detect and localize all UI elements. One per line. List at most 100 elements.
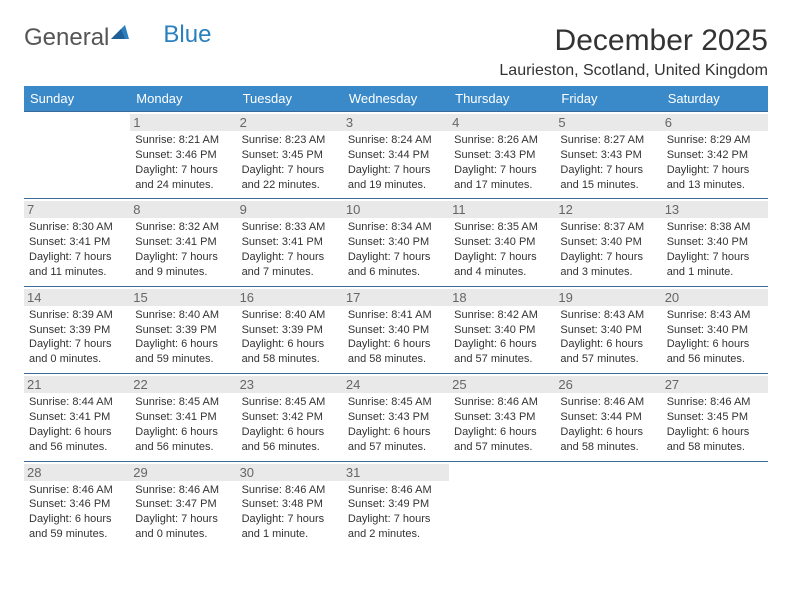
calendar-table: Sunday Monday Tuesday Wednesday Thursday…: [24, 86, 768, 548]
day-info: Sunrise: 8:29 AMSunset: 3:42 PMDaylight:…: [667, 133, 763, 192]
day-number: 8: [130, 201, 236, 218]
calendar-cell: 30 Sunrise: 8:46 AMSunset: 3:48 PMDayligh…: [237, 461, 343, 548]
day-info: Sunrise: 8:43 AMSunset: 3:40 PMDaylight:…: [667, 308, 763, 367]
day-number: 20: [662, 289, 768, 306]
day-number: 14: [24, 289, 130, 306]
location-text: Laurieston, Scotland, United Kingdom: [499, 62, 768, 80]
day-number: 11: [449, 201, 555, 218]
day-info: Sunrise: 8:30 AMSunset: 3:41 PMDaylight:…: [29, 220, 125, 279]
calendar-cell: ..: [662, 461, 768, 548]
page-title: December 2025: [499, 24, 768, 58]
day-number: 25: [449, 376, 555, 393]
calendar-cell: 13 Sunrise: 8:38 AMSunset: 3:40 PMDayligh…: [662, 199, 768, 286]
calendar-row: 28Sunrise: 8:46 AMSunset: 3:46 PMDayligh…: [24, 461, 768, 548]
day-number: 7: [24, 201, 130, 218]
day-header: Thursday: [449, 86, 555, 112]
day-info: Sunrise: 8:37 AMSunset: 3:40 PMDaylight:…: [560, 220, 656, 279]
day-number: 17: [343, 289, 449, 306]
calendar-cell: 3 Sunrise: 8:24 AMSunset: 3:44 PMDaylight…: [343, 112, 449, 199]
day-number: 30: [237, 464, 343, 481]
day-header: Tuesday: [237, 86, 343, 112]
calendar-cell: 5 Sunrise: 8:27 AMSunset: 3:43 PMDaylight…: [555, 112, 661, 199]
page-header: General Blue December 2025 Laurieston, S…: [24, 24, 768, 80]
day-number: 29: [130, 464, 236, 481]
day-info: Sunrise: 8:35 AMSunset: 3:40 PMDaylight:…: [454, 220, 550, 279]
day-number: 10: [343, 201, 449, 218]
day-number: 16: [237, 289, 343, 306]
calendar-cell: 4 Sunrise: 8:26 AMSunset: 3:43 PMDaylight…: [449, 112, 555, 199]
calendar-cell: 7 Sunrise: 8:30 AMSunset: 3:41 PMDaylight…: [24, 199, 130, 286]
day-number: 9: [237, 201, 343, 218]
calendar-row: 7 Sunrise: 8:30 AMSunset: 3:41 PMDaylight…: [24, 199, 768, 286]
calendar-cell: 22Sunrise: 8:45 AMSunset: 3:41 PMDayligh…: [130, 374, 236, 461]
day-header: Monday: [130, 86, 236, 112]
day-info: Sunrise: 8:46 AMSunset: 3:45 PMDaylight:…: [667, 395, 763, 454]
day-number: 26: [555, 376, 661, 393]
day-number: 18: [449, 289, 555, 306]
logo-word2: Blue: [163, 21, 211, 49]
calendar-cell: 28Sunrise: 8:46 AMSunset: 3:46 PMDayligh…: [24, 461, 130, 548]
day-info: Sunrise: 8:44 AMSunset: 3:41 PMDaylight:…: [29, 395, 125, 454]
day-info: Sunrise: 8:46 AMSunset: 3:49 PMDaylight:…: [348, 483, 444, 542]
calendar-cell: 24 Sunrise: 8:45 AMSunset: 3:43 PMDayligh…: [343, 374, 449, 461]
day-header: Sunday: [24, 86, 130, 112]
calendar-cell: 15Sunrise: 8:40 AMSunset: 3:39 PMDayligh…: [130, 286, 236, 373]
day-number: 4: [449, 114, 555, 131]
day-number: 5: [555, 114, 661, 131]
day-number: 19: [555, 289, 661, 306]
logo-triangle-icon: [111, 18, 129, 46]
day-number: 2: [237, 114, 343, 131]
day-number: 22: [130, 376, 236, 393]
day-info: Sunrise: 8:41 AMSunset: 3:40 PMDaylight:…: [348, 308, 444, 367]
day-number: 6: [662, 114, 768, 131]
day-number: 24: [343, 376, 449, 393]
calendar-row: 14 Sunrise: 8:39 AMSunset: 3:39 PMDayligh…: [24, 286, 768, 373]
title-block: December 2025 Laurieston, Scotland, Unit…: [499, 24, 768, 80]
calendar-cell: 18 Sunrise: 8:42 AMSunset: 3:40 PMDayligh…: [449, 286, 555, 373]
calendar-cell: 19 Sunrise: 8:43 AMSunset: 3:40 PMDayligh…: [555, 286, 661, 373]
calendar-body: .. 1 Sunrise: 8:21 AMSunset: 3:46 PMDaylig…: [24, 112, 768, 548]
calendar-cell: 8 Sunrise: 8:32 AMSunset: 3:41 PMDaylight…: [130, 199, 236, 286]
calendar-cell: 14 Sunrise: 8:39 AMSunset: 3:39 PMDayligh…: [24, 286, 130, 373]
calendar-cell: 26 Sunrise: 8:46 AMSunset: 3:44 PMDayligh…: [555, 374, 661, 461]
day-info: Sunrise: 8:43 AMSunset: 3:40 PMDaylight:…: [560, 308, 656, 367]
day-info: Sunrise: 8:38 AMSunset: 3:40 PMDaylight:…: [667, 220, 763, 279]
day-number: 13: [662, 201, 768, 218]
day-info: Sunrise: 8:32 AMSunset: 3:41 PMDaylight:…: [135, 220, 231, 279]
calendar-cell: ..: [555, 461, 661, 548]
logo-word1: General: [24, 24, 109, 52]
calendar-cell: 6 Sunrise: 8:29 AMSunset: 3:42 PMDaylight…: [662, 112, 768, 199]
day-info: Sunrise: 8:26 AMSunset: 3:43 PMDaylight:…: [454, 133, 550, 192]
day-number: 15: [130, 289, 236, 306]
day-header-row: Sunday Monday Tuesday Wednesday Thursday…: [24, 86, 768, 112]
day-number: 31: [343, 464, 449, 481]
calendar-cell: 2Sunrise: 8:23 AMSunset: 3:45 PMDaylight…: [237, 112, 343, 199]
day-info: Sunrise: 8:21 AMSunset: 3:46 PMDaylight:…: [135, 133, 231, 192]
day-number: 3: [343, 114, 449, 131]
day-info: Sunrise: 8:46 AMSunset: 3:46 PMDaylight:…: [29, 483, 125, 542]
calendar-cell: 23Sunrise: 8:45 AMSunset: 3:42 PMDayligh…: [237, 374, 343, 461]
day-info: Sunrise: 8:27 AMSunset: 3:43 PMDaylight:…: [560, 133, 656, 192]
calendar-cell: 29 Sunrise: 8:46 AMSunset: 3:47 PMDayligh…: [130, 461, 236, 548]
day-number: 12: [555, 201, 661, 218]
day-info: Sunrise: 8:45 AMSunset: 3:43 PMDaylight:…: [348, 395, 444, 454]
calendar-row: ..1Sunrise: 8:21 AMSunset: 3:46 PMDaylig…: [24, 112, 768, 199]
day-info: Sunrise: 8:45 AMSunset: 3:42 PMDaylight:…: [242, 395, 338, 454]
day-info: Sunrise: 8:24 AMSunset: 3:44 PMDaylight:…: [348, 133, 444, 192]
day-info: Sunrise: 8:39 AMSunset: 3:39 PMDaylight:…: [29, 308, 125, 367]
day-info: Sunrise: 8:46 AMSunset: 3:48 PMDaylight:…: [242, 483, 338, 542]
calendar-row: 21 Sunrise: 8:44 AMSunset: 3:41 PMDayligh…: [24, 374, 768, 461]
calendar-cell: 17 Sunrise: 8:41 AMSunset: 3:40 PMDayligh…: [343, 286, 449, 373]
calendar-cell: 10Sunrise: 8:34 AMSunset: 3:40 PMDayligh…: [343, 199, 449, 286]
calendar-cell: 27Sunrise: 8:46 AMSunset: 3:45 PMDayligh…: [662, 374, 768, 461]
day-header: Wednesday: [343, 86, 449, 112]
logo: General Blue: [24, 24, 211, 52]
day-info: Sunrise: 8:46 AMSunset: 3:47 PMDaylight:…: [135, 483, 231, 542]
day-number: 21: [24, 376, 130, 393]
day-header: Saturday: [662, 86, 768, 112]
day-info: Sunrise: 8:42 AMSunset: 3:40 PMDaylight:…: [454, 308, 550, 367]
calendar-cell: 20 Sunrise: 8:43 AMSunset: 3:40 PMDayligh…: [662, 286, 768, 373]
day-info: Sunrise: 8:33 AMSunset: 3:41 PMDaylight:…: [242, 220, 338, 279]
day-number: 1: [130, 114, 236, 131]
day-info: Sunrise: 8:46 AMSunset: 3:44 PMDaylight:…: [560, 395, 656, 454]
